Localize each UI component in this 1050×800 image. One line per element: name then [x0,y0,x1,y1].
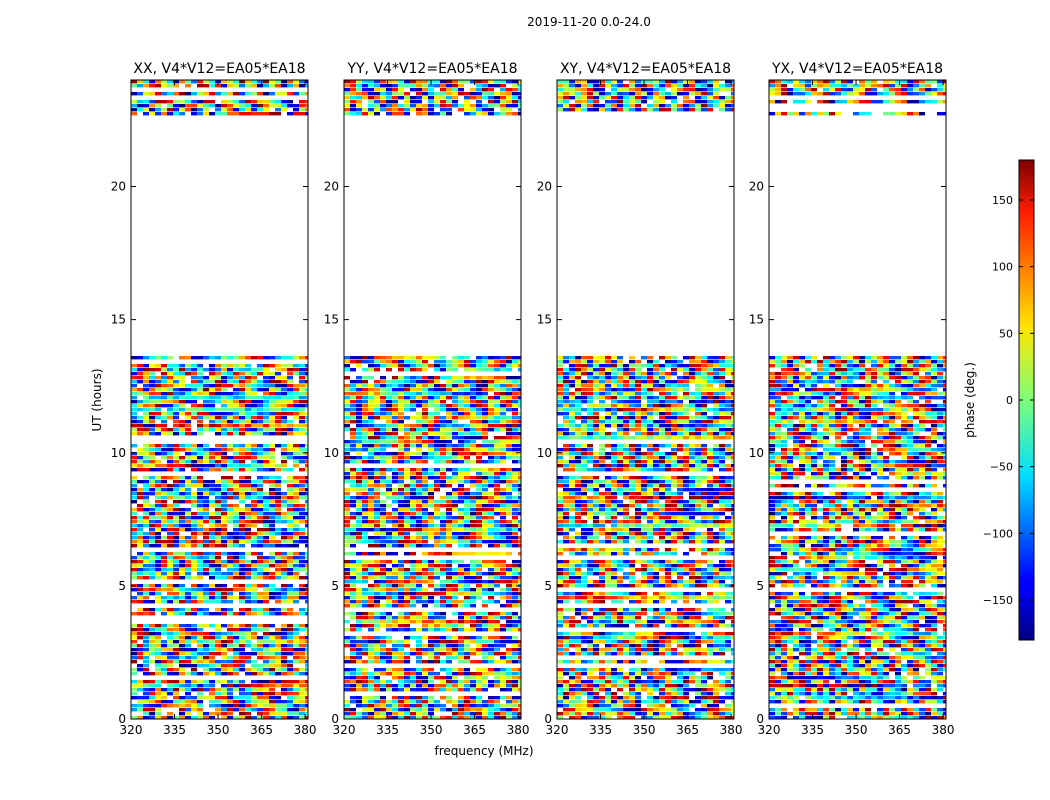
colorbar-ticks: −150 −100 −50 0 50 100 150 [983,194,1034,607]
y-tick-label: 10 [749,446,764,460]
panel-background [131,80,308,719]
x-tick-label: 320 [333,723,356,737]
figure-suptitle: 2019-11-20 0.0-24.0 [527,15,651,29]
phase-heatmap [557,80,734,719]
panel-frame [343,79,522,720]
panel-2: XY, V4*V12=EA05*EA18 320 335 350 365 380 0 5 10 1… [537,61,743,737]
x-tick-label: 335 [376,723,399,737]
panels: XX, V4*V12=EA05*EA18 320 335 350 365 380 0 5 10 1… [111,61,955,737]
colorbar-tick-label: 150 [992,194,1013,207]
phase-heatmap [769,80,946,719]
colorbar-tick-label: 0 [1006,394,1013,407]
y-tick-label: 5 [331,579,339,593]
x-axis-label: frequency (MHz) [434,744,533,758]
colorbar-tick-label: 50 [999,327,1013,340]
x-tick-label: 380 [932,723,955,737]
colorbar-tick-label: −100 [983,527,1013,540]
panel-title: XY, V4*V12=EA05*EA18 [560,61,731,77]
x-tick-label: 380 [294,723,317,737]
panel-title: YY, V4*V12=EA05*EA18 [346,61,517,77]
y-tick-label: 20 [111,180,126,194]
y-tick-label: 20 [537,180,552,194]
y-tick-label: 15 [111,313,126,327]
x-tick-label: 320 [758,723,781,737]
x-tick-label: 335 [589,723,612,737]
y-tick-label: 20 [749,180,764,194]
colorbar-tick-label: −150 [983,594,1013,607]
y-tick-label: 0 [756,712,764,726]
y-tick-label: 5 [544,579,552,593]
x-tick-label: 365 [676,723,699,737]
colorbar: −150 −100 −50 0 50 100 150 phase (deg.) [963,159,1035,641]
panel-frame [556,79,735,720]
y-tick-label: 10 [324,446,339,460]
y-tick-label: 5 [756,579,764,593]
x-tick-label: 380 [507,723,530,737]
y-tick-label: 20 [324,180,339,194]
x-tick-label: 350 [207,723,230,737]
panel-title: YX, V4*V12=EA05*EA18 [771,61,943,77]
y-tick-label: 15 [537,313,552,327]
x-tick-label: 335 [163,723,186,737]
y-tick-label: 5 [118,579,126,593]
panel-title: XX, V4*V12=EA05*EA18 [133,61,305,77]
y-tick-label: 15 [324,313,339,327]
x-tick-label: 350 [845,723,868,737]
panel-1: YY, V4*V12=EA05*EA18 320 335 350 365 380 0 5 10 1… [324,61,530,737]
panel-frame [130,79,309,720]
y-tick-label: 10 [537,446,552,460]
x-tick-label: 365 [888,723,911,737]
colorbar-tick-label: −50 [990,461,1013,474]
y-tick-label: 0 [544,712,552,726]
panel-3: YX, V4*V12=EA05*EA18 320 335 350 365 380 0 5 10 1… [749,61,955,737]
colorbar-label: phase (deg.) [963,362,977,438]
colorbar-tick-label: 100 [992,261,1013,274]
x-tick-label: 320 [120,723,143,737]
x-tick-label: 365 [250,723,273,737]
panel-frame [768,79,947,720]
y-tick-label: 10 [111,446,126,460]
y-tick-label: 0 [331,712,339,726]
panel-0: XX, V4*V12=EA05*EA18 320 335 350 365 380 0 5 10 1… [111,61,317,737]
x-tick-label: 350 [633,723,656,737]
x-tick-label: 380 [720,723,743,737]
y-axis-label: UT (hours) [90,368,104,431]
phase-heatmap [131,80,308,719]
y-tick-label: 0 [118,712,126,726]
phase-heatmap [344,80,521,719]
x-tick-label: 320 [546,723,569,737]
x-tick-label: 335 [801,723,824,737]
y-tick-label: 15 [749,313,764,327]
x-tick-label: 365 [463,723,486,737]
x-tick-label: 350 [420,723,443,737]
